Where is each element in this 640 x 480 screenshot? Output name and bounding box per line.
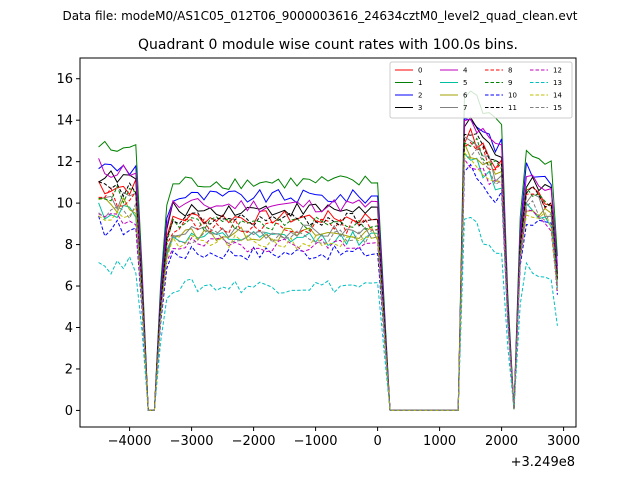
- x-axis: −4000 −3000 −2000 −1000 0 1000 2000 3000: [108, 427, 580, 449]
- y-tick-label: 0: [65, 404, 73, 419]
- series-line-12: [98, 157, 558, 411]
- legend-label-11: 11: [508, 104, 517, 112]
- y-tick-label: 12: [56, 155, 73, 170]
- legend-label-9: 9: [508, 79, 512, 87]
- series-line-0: [98, 127, 558, 411]
- figure-suptitle: Data file: modeM0/AS1C05_012T06_90000036…: [62, 9, 577, 23]
- y-tick-label: 2: [65, 362, 73, 377]
- x-tick-label: 0: [373, 434, 381, 449]
- legend-label-4: 4: [463, 67, 468, 75]
- legend-label-13: 13: [553, 79, 562, 87]
- series-line-3: [98, 116, 558, 411]
- series-layer: [98, 90, 558, 411]
- x-tick-label: −4000: [108, 434, 152, 449]
- series-line-4: [98, 118, 558, 411]
- legend-label-8: 8: [508, 67, 512, 75]
- x-tick-label: 3000: [547, 434, 580, 449]
- y-tick-label: 14: [56, 114, 73, 129]
- legend-label-1: 1: [418, 79, 422, 87]
- legend-label-5: 5: [463, 79, 467, 87]
- y-tick-label: 8: [65, 238, 73, 253]
- legend-label-7: 7: [463, 104, 467, 112]
- series-line-10: [98, 163, 558, 411]
- y-tick-label: 4: [65, 321, 73, 336]
- series-line-5: [98, 152, 558, 411]
- legend-label-14: 14: [553, 92, 562, 100]
- series-line-11: [98, 133, 558, 411]
- y-tick-label: 6: [65, 280, 73, 295]
- x-offset-label: +3.249e8: [511, 455, 575, 470]
- x-tick-label: −3000: [170, 434, 214, 449]
- legend-frame: [389, 61, 573, 119]
- series-line-15: [98, 148, 558, 411]
- legend-label-3: 3: [418, 104, 422, 112]
- legend-label-0: 0: [418, 67, 422, 75]
- series-line-13: [98, 216, 558, 411]
- y-tick-label: 16: [56, 72, 73, 87]
- legend-label-15: 15: [553, 104, 562, 112]
- legend-label-2: 2: [418, 92, 422, 100]
- legend-label-12: 12: [553, 67, 562, 75]
- x-tick-label: 2000: [485, 434, 518, 449]
- series-line-8: [98, 141, 558, 411]
- plot-frame: [79, 57, 577, 428]
- chart-title: Quadrant 0 module wise count rates with …: [138, 37, 518, 53]
- y-tick-label: 10: [56, 197, 73, 212]
- x-tick-label: −2000: [232, 434, 276, 449]
- legend-label-10: 10: [508, 92, 517, 100]
- x-tick-label: −1000: [294, 434, 338, 449]
- x-tick-label: 1000: [423, 434, 456, 449]
- series-line-14: [98, 151, 558, 411]
- y-axis: 0 2 4 6 8 10 12 14 16: [56, 72, 80, 419]
- legend-label-6: 6: [463, 92, 468, 100]
